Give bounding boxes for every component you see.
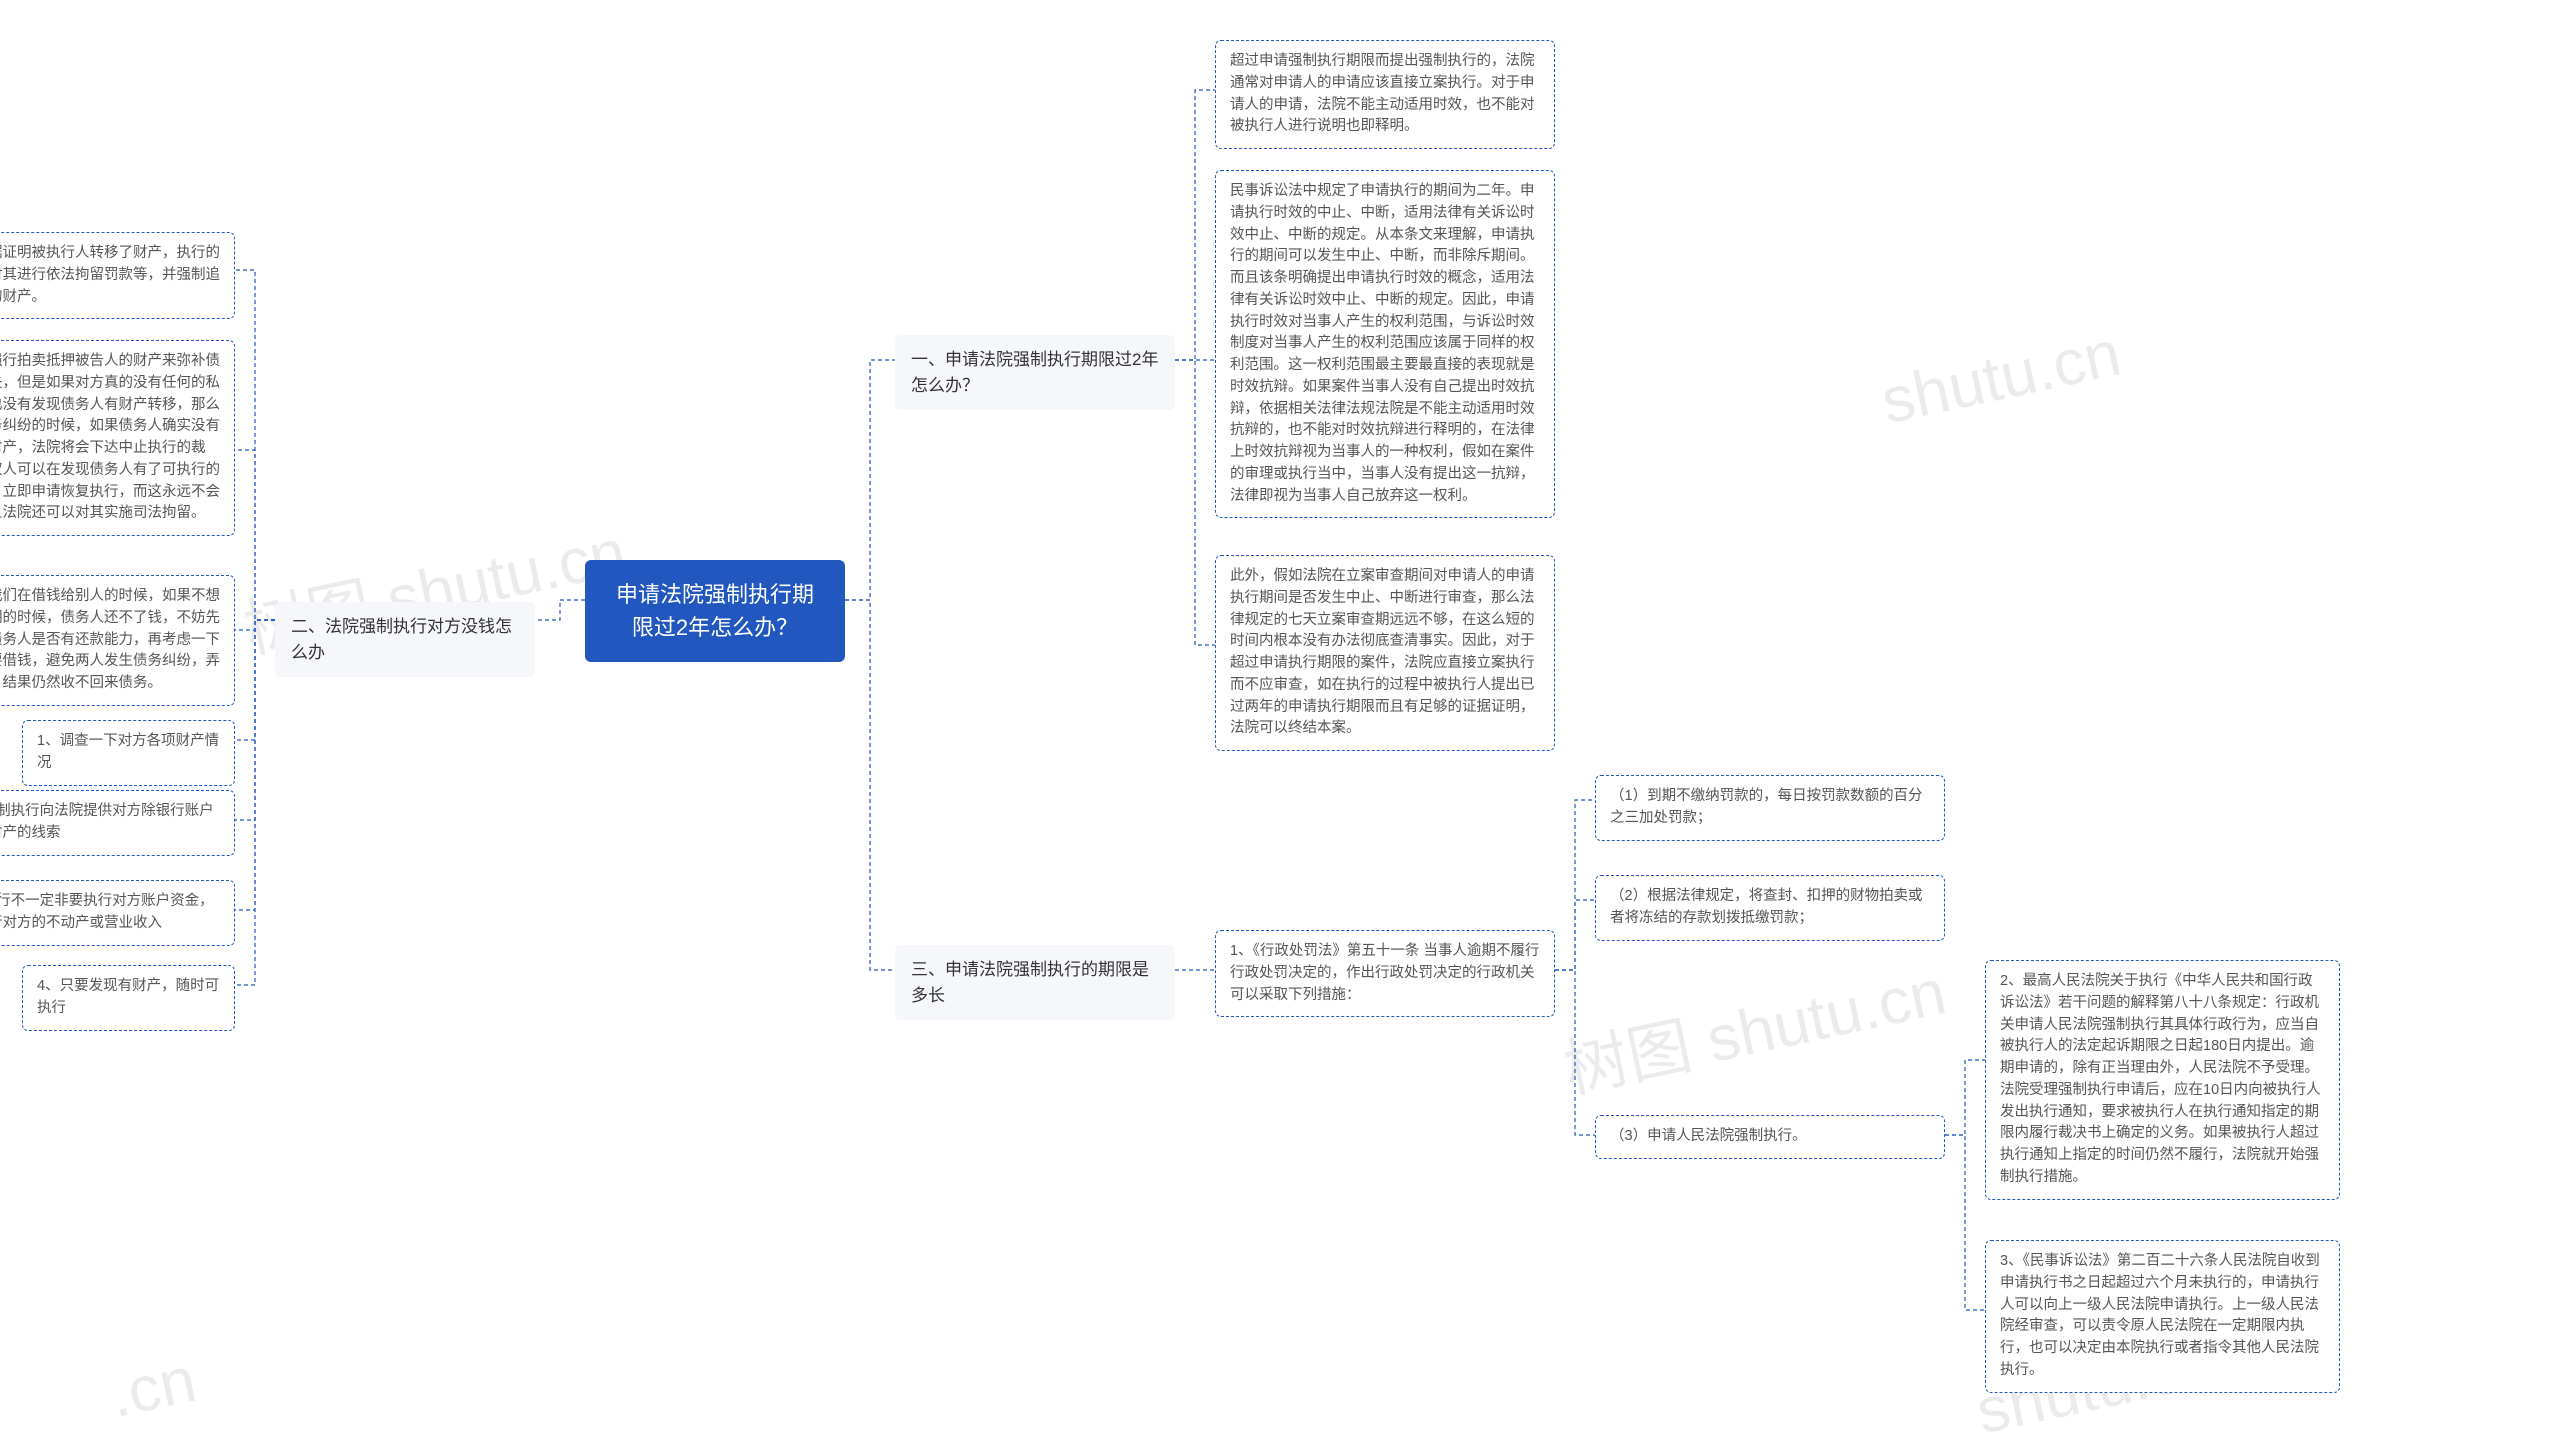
root-node: 申请法院强制执行期限过2年怎么办？	[585, 560, 845, 662]
leaf-2-3: 因此，当我们在借钱给别人的时候，如果不想在借条到期的时候，债务人还不了钱，不妨先…	[0, 575, 235, 706]
leaf-1-2: 民事诉讼法中规定了申请执行的期间为二年。申请执行时效的中止、中断，适用法律有关诉…	[1215, 170, 1555, 518]
leaf-3-1-3: （3）申请人民法院强制执行。	[1595, 1115, 1945, 1159]
leaf-1-1: 超过申请强制执行期限而提出强制执行的，法院通常对申请人的申请应该直接立案执行。对…	[1215, 40, 1555, 149]
branch-section-2: 二、法院强制执行对方没钱怎么办	[275, 602, 535, 677]
leaf-2-4: 1、调查一下对方各项财产情况	[22, 720, 235, 786]
branch-section-3: 三、申请法院强制执行的期限是多长	[895, 945, 1175, 1020]
leaf-2-1: 如果有证据证明被执行人转移了财产，执行的法院可以对其进行依法拘留罚款等，并强制追…	[0, 232, 235, 319]
leaf-3-1-2: （2）根据法律规定，将查封、扣押的财物拍卖或者将冻结的存款划拨抵缴罚款；	[1595, 875, 1945, 941]
leaf-2-6: 3、强制执行不一定非要执行对方账户资金，也可以执行对方的不动产或营业收入	[0, 880, 235, 946]
leaf-3-1: 1、《行政处罚法》第五十一条 当事人逾期不履行行政处罚决定的，作出行政处罚决定的…	[1215, 930, 1555, 1017]
leaf-3-1-3-2: 3、《民事诉讼法》第二百二十六条人民法院自收到申请执行书之日起超过六个月未执行的…	[1985, 1240, 2340, 1393]
leaf-3-1-3-1: 2、最高人民法院关于执行《中华人民共和国行政诉讼法》若干问题的解释第八十八条规定…	[1985, 960, 2340, 1200]
leaf-1-3: 此外，假如法院在立案审查期间对申请人的申请执行期间是否发生中止、中断进行审查，那…	[1215, 555, 1555, 751]
branch-section-1: 一、申请法院强制执行期限过2年怎么办？	[895, 335, 1175, 410]
leaf-3-1-1: （1）到期不缴纳罚款的，每日按罚款数额的百分之三加处罚款；	[1595, 775, 1945, 841]
leaf-2-2: 法院可以强行拍卖抵押被告人的财产来弥补债权人的损失，但是如果对方真的没有任何的私…	[0, 340, 235, 536]
watermark: shutu.cn	[1875, 316, 2127, 439]
watermark: 树图 shutu.cn	[1555, 941, 1953, 1112]
leaf-2-5: 2、申请强制执行向法院提供对方除银行账户以外其他财产的线索	[0, 790, 235, 856]
leaf-2-7: 4、只要发现有财产，随时可执行	[22, 965, 235, 1031]
watermark: .cn	[103, 1342, 202, 1432]
